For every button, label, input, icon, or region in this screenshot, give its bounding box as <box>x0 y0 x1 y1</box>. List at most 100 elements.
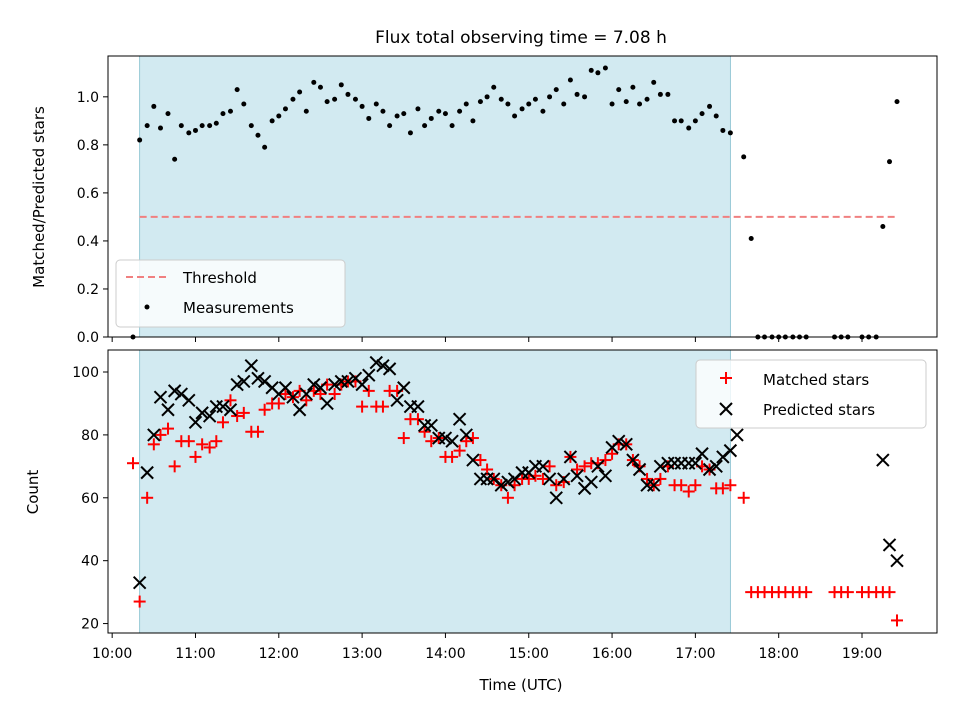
measurement-point <box>317 84 323 90</box>
measurement-points <box>130 65 900 340</box>
top-panel: 0.0 0.2 0.4 0.6 0.8 1.0 Matched/Predicted sta… <box>30 55 938 346</box>
measurement-point <box>255 132 261 138</box>
predicted-star-point <box>438 431 453 445</box>
measurement-point <box>359 103 365 109</box>
predicted-star-point <box>626 453 640 467</box>
top-x-ticks <box>111 337 863 342</box>
predicted-star-point <box>452 412 467 426</box>
predicted-star-point <box>542 472 557 486</box>
measurement-point <box>297 89 303 95</box>
y-tick-label: 60 <box>81 491 99 507</box>
measurement-point <box>366 115 372 121</box>
measurement-point <box>207 123 213 129</box>
predicted-star-point <box>882 538 897 552</box>
predicted-star-point <box>237 374 251 389</box>
measurement-point <box>262 144 268 150</box>
predicted-star-point <box>355 377 369 392</box>
predicted-star-point <box>195 406 209 420</box>
matched-star-point <box>536 472 549 485</box>
matched-star-point <box>189 450 202 463</box>
x-tick-label: 19:00 <box>842 646 882 662</box>
matched-star-point <box>550 479 563 492</box>
measurement-point <box>672 118 678 124</box>
top-y-ticks: 0.0 0.2 0.4 0.6 0.8 1.0 <box>77 90 108 346</box>
y-tick-label: 0.2 <box>77 282 99 298</box>
matched-star-point <box>418 425 431 438</box>
measurement-point <box>457 108 463 114</box>
predicted-star-point <box>570 469 584 483</box>
top-legend-box <box>115 259 346 328</box>
measurement-point <box>574 91 580 97</box>
predicted-star-point <box>362 368 376 382</box>
measurement-point <box>449 123 455 129</box>
measurement-point <box>234 87 240 93</box>
x-tick-label: 17:00 <box>675 646 715 662</box>
measurement-point <box>276 113 282 119</box>
measurement-point <box>192 127 198 133</box>
measurement-point <box>269 118 275 124</box>
matched-star-point <box>606 447 619 460</box>
top-y-axis-label: Matched/Predicted stars <box>30 106 48 288</box>
measurement-point <box>345 91 351 97</box>
measurement-point <box>686 125 692 131</box>
legend-threshold-label: Threshold <box>182 269 257 287</box>
matched-star-point <box>300 394 313 407</box>
predicted-star-point <box>424 418 438 433</box>
matched-star-point <box>599 454 612 467</box>
matched-star-point <box>578 460 591 473</box>
measurement-point <box>644 96 650 102</box>
matched-star-point <box>161 422 174 435</box>
measurement-point <box>526 101 532 107</box>
measurement-point <box>484 94 490 100</box>
predicted-star-point <box>632 462 647 477</box>
matched-star-point <box>210 435 223 448</box>
predicted-star-point <box>278 381 293 395</box>
measurement-point <box>491 84 497 90</box>
bottom-x-ticks: 10:00 11:00 12:00 13:00 14:00 15:00 16:00 17:00… <box>92 633 882 662</box>
x-tick-label: 10:00 <box>92 646 132 662</box>
measurement-point <box>657 91 663 97</box>
matched-star-point <box>356 400 369 413</box>
measurement-point <box>165 111 171 117</box>
measurement-point <box>373 101 379 107</box>
measurement-point <box>678 118 684 124</box>
matched-star-point <box>800 586 813 599</box>
y-tick-label: 1.0 <box>77 90 99 106</box>
predicted-star-point <box>251 371 265 386</box>
matched-star-point <box>133 595 146 608</box>
predicted-star-point <box>688 456 703 470</box>
measurement-point <box>470 118 476 124</box>
matched-star-point <box>258 403 271 416</box>
y-tick-label: 0.4 <box>77 234 99 250</box>
matched-star-point <box>231 410 244 423</box>
predicted-star-point <box>230 377 244 392</box>
matched-star-point <box>501 491 514 504</box>
measurement-point <box>144 123 150 129</box>
legend-predicted-swatch <box>719 402 733 416</box>
matched-star-point <box>272 397 285 410</box>
x-tick-label: 13:00 <box>342 646 382 662</box>
predicted-star-point <box>369 355 383 370</box>
matched-star-point <box>689 479 702 492</box>
matched-star-point <box>216 416 229 429</box>
predicted-star-point <box>147 428 161 442</box>
top-legend: Threshold Measurements <box>115 259 346 328</box>
predicted-star-point <box>584 475 598 489</box>
predicted-star-point <box>161 403 175 417</box>
predicted-star-point <box>286 390 300 404</box>
measurement-point <box>387 123 393 129</box>
measurement-point <box>880 224 886 230</box>
measurement-point <box>699 111 705 117</box>
matched-star-point <box>641 472 654 485</box>
predicted-star-point <box>647 478 661 492</box>
bottom-legend: Matched stars Predicted stars <box>695 359 927 429</box>
measurement-point <box>324 99 330 105</box>
measurement-point <box>616 87 622 93</box>
predicted-star-point <box>653 459 668 474</box>
predicted-star-point <box>494 478 508 492</box>
measurement-point <box>241 101 247 107</box>
measurement-point <box>186 130 192 136</box>
predicted-star-point <box>167 384 182 398</box>
chart-title: Flux total observing time = 7.08 h <box>375 28 667 48</box>
